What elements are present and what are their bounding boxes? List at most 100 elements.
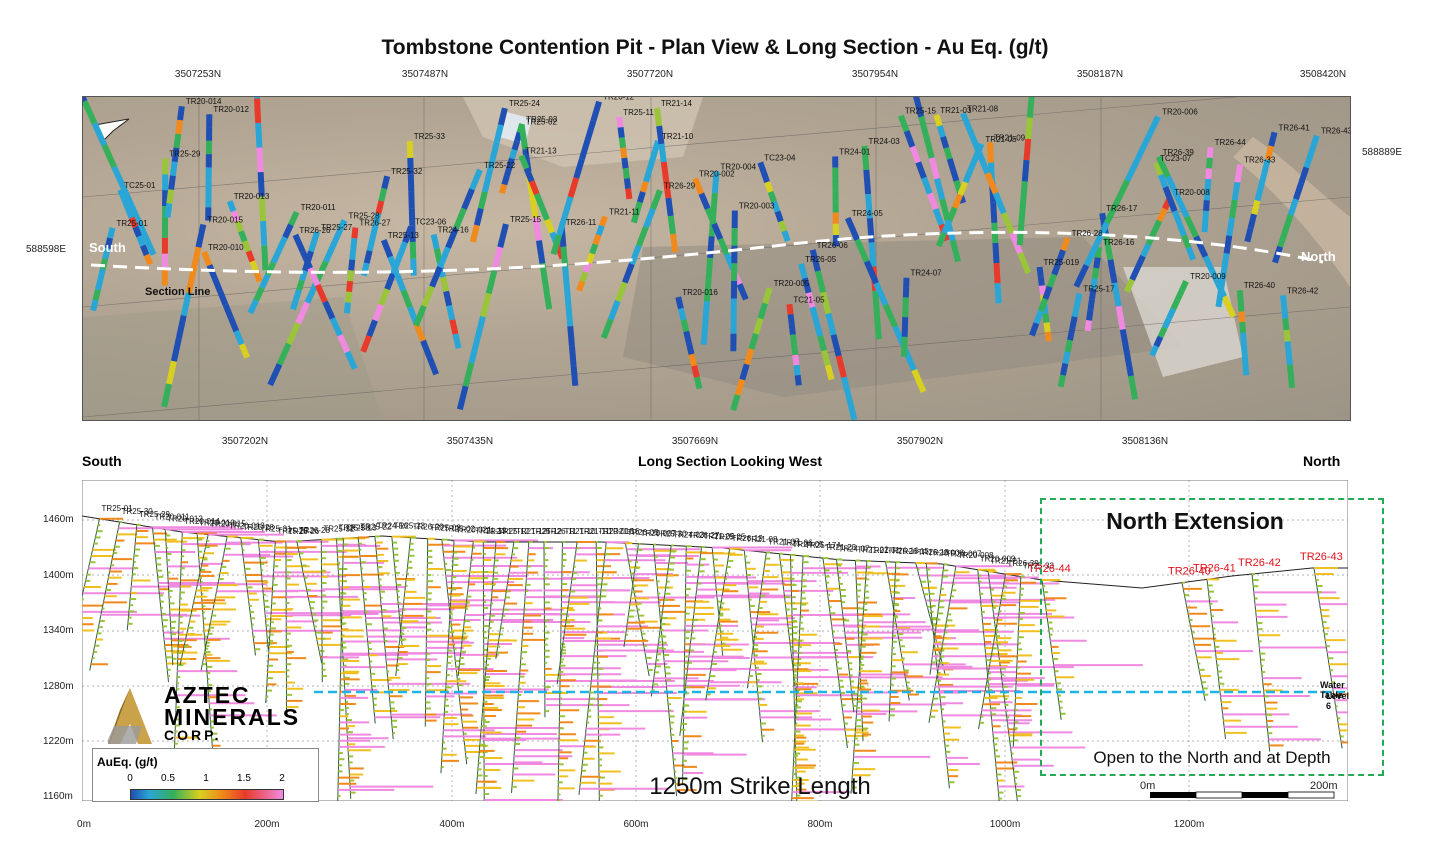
ls-hole-label: TR25-13 (345, 523, 377, 532)
plan-hole-label: TR20-015 (207, 215, 243, 224)
plan-hole-segment (311, 231, 320, 243)
plan-hole-segment (102, 247, 111, 260)
ls-hole-trace (835, 559, 855, 713)
plan-hole-segment (932, 208, 945, 226)
plan-hole-segment (308, 240, 317, 253)
elev-1400: 1400m (43, 570, 74, 581)
plan-hole-segment (562, 266, 570, 287)
ls-hole-trace (336, 538, 352, 799)
plan-hole-label: TR26-42 (1287, 286, 1319, 295)
plan-hole-segment (1229, 199, 1238, 219)
plan-hole-segment (1167, 198, 1178, 213)
plan-hole-label: TR20-008 (1174, 188, 1210, 197)
plan-hole-segment (180, 292, 192, 317)
ls-south-label: South (82, 453, 122, 469)
plan-hole-segment (1203, 200, 1210, 212)
plan-hole-segment (618, 137, 627, 149)
plan-hole-label: TR21-11 (609, 207, 640, 216)
plan-hole-segment (1174, 289, 1185, 302)
plan-hole-segment (1009, 231, 1023, 255)
plan-hole-segment (1073, 264, 1090, 288)
plan-hole-segment (788, 324, 796, 336)
plan-hole-label: TR24-03 (869, 137, 901, 146)
legend-tick-0.5: 0.5 (161, 773, 175, 784)
plan-hole-segment (1226, 217, 1235, 237)
plan-hole-segment (372, 303, 384, 322)
plan-hole-segment (821, 349, 831, 366)
plan-hole-segment (90, 299, 99, 312)
ls-hole-trace (151, 527, 170, 683)
ls-hole-label: TR26-15 (898, 547, 930, 556)
plan-hole-segment (915, 161, 927, 180)
plan-hole-segment (1171, 210, 1183, 225)
ls-highlight-hole-label: TR26-43 (1300, 551, 1343, 563)
plan-hole-segment (117, 188, 127, 201)
plan-view-map[interactable]: TR25-01TR25-30TC25-01TR25-29TR20-014TR20… (82, 96, 1351, 421)
ls-hole-label: TR20-014 (184, 517, 220, 526)
plan-hole-segment (909, 145, 922, 164)
ls-hole-trace (789, 556, 804, 835)
plan-hole-segment (863, 169, 872, 195)
plan-hole-label: TR20-004 (720, 162, 756, 171)
ls-hole-trace (682, 546, 687, 786)
plan-hole-segment (1151, 219, 1163, 234)
plan-hole-segment (734, 378, 746, 396)
plan-hole-segment (814, 270, 827, 294)
plan-hole-segment (443, 290, 453, 307)
plan-hole-segment (760, 171, 770, 184)
ls-hole-label: TR25-12 (498, 527, 530, 536)
plan-hole-label: TR26-40 (1244, 281, 1276, 290)
ls-hole-label: TR26-05 (627, 528, 659, 537)
plan-hole-segment (258, 196, 267, 222)
plan-hole-segment (567, 326, 575, 347)
plan-hole-segment (791, 344, 799, 356)
plan-hole-segment (1165, 175, 1181, 198)
plan-hole-segment (1185, 246, 1197, 261)
plan-hole-segment (636, 226, 649, 247)
plan-hole-segment (933, 114, 943, 127)
plan-hole-segment (607, 299, 621, 321)
northing-bottom-4: 3507902N (896, 436, 944, 447)
plan-hole-segment (259, 273, 271, 289)
plan-hole-label: TR26-06 (817, 241, 849, 250)
plan-hole-segment (865, 193, 873, 219)
plan-hole-segment (643, 170, 652, 183)
plan-hole-segment (1093, 257, 1101, 269)
plan-hole-segment (131, 209, 147, 234)
plan-hole-segment (621, 157, 629, 169)
plan-hole-segment (940, 136, 950, 149)
plan-hole-segment (348, 259, 356, 271)
plan-hole-label: TR20-012 (213, 105, 249, 114)
plan-hole-segment (700, 322, 709, 345)
northing-bottom-1: 3507202N (221, 436, 269, 447)
ls-hole-trace (495, 541, 515, 660)
plan-hole-label: TR25-27 (321, 223, 353, 232)
plan-hole-segment (344, 350, 358, 370)
plan-hole-segment (951, 193, 963, 209)
plan-hole-segment (276, 342, 292, 366)
plan-hole-label: TC23-04 (764, 153, 796, 162)
plan-hole-segment (600, 318, 614, 339)
plan-hole-label: TR26-11 (566, 218, 597, 227)
plan-hole-segment (841, 376, 853, 400)
plan-hole-segment (691, 365, 700, 378)
plan-hole-segment (230, 210, 241, 223)
plan-hole-segment (1203, 189, 1211, 201)
plan-hole-segment (481, 174, 492, 193)
dist-200: 200m (254, 819, 280, 830)
ls-hole-label: TR26-19 (732, 534, 764, 543)
plan-hole-segment (456, 385, 469, 411)
plan-hole-segment (550, 234, 563, 256)
plan-hole-segment (469, 224, 480, 243)
ls-highlight-hole-label: TR26-44 (1028, 563, 1071, 575)
plan-hole-segment (1128, 375, 1139, 400)
plan-hole-segment (1179, 279, 1189, 292)
plan-hole-segment (923, 136, 935, 159)
plan-hole-segment (1170, 298, 1181, 311)
plan-hole-segment (437, 246, 451, 269)
plan-hole-segment (703, 279, 712, 302)
plan-hole-segment (95, 278, 104, 291)
plan-hole-segment (501, 175, 510, 186)
plan-hole-segment (650, 189, 663, 210)
long-section-figure[interactable]: TR25-01 TR25-30 TR25-29 TR20-011 TR20-012 TR2… (72, 479, 1420, 835)
